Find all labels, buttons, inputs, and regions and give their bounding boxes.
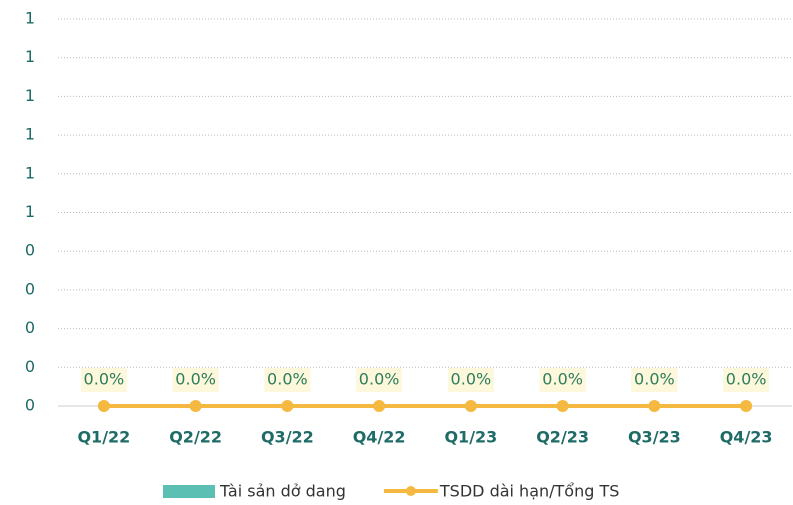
label-bg [631,368,678,392]
y-tick-label: 1 [25,163,35,182]
y-tick-label: 0 [25,279,35,298]
data-label: 0.0% [726,370,767,389]
x-tick-label: Q1/23 [444,428,497,447]
data-label: 0.0% [542,370,583,389]
y-tick-label: 0 [25,396,35,415]
y-tick-label: 1 [25,202,35,221]
data-label: 0.0% [175,370,216,389]
label-bg [447,368,494,392]
data-label: 0.0% [634,370,675,389]
label-bg [356,368,403,392]
line-marker [740,400,753,412]
x-tick-label: Q3/22 [261,428,314,447]
x-tick-label: Q1/22 [77,428,130,447]
x-tick-label: Q3/23 [628,428,681,447]
data-label: 0.0% [359,370,400,389]
data-label: 0.0% [451,370,492,389]
line-marker [281,400,294,412]
data-label: 0.0% [84,370,125,389]
y-tick-label: 1 [25,9,35,28]
line-marker [373,400,386,412]
legend-label: Tài sản dở dang [219,482,346,501]
y-tick-label: 1 [25,86,35,105]
x-tick-label: Q2/22 [169,428,222,447]
x-tick-label: Q4/23 [720,428,773,447]
label-bg [172,368,219,392]
label-bg [264,368,311,392]
y-tick-label: 1 [25,47,35,66]
y-tick-label: 1 [25,125,35,144]
x-tick-label: Q2/23 [536,428,589,447]
data-label: 0.0% [267,370,308,389]
line-marker [648,400,661,412]
line-marker [464,400,477,412]
line-marker [189,400,202,412]
y-tick-label: 0 [25,241,35,260]
label-bg [80,368,127,392]
legend-swatch [163,485,215,498]
x-tick-label: Q4/22 [353,428,406,447]
line-marker [556,400,569,412]
legend-swatch [405,486,416,496]
y-tick-label: 0 [25,357,35,376]
label-bg [539,368,586,392]
y-tick-label: 0 [25,318,35,337]
legend-label: TSDD dài hạn/Tổng TS [439,482,620,501]
line-marker [97,400,110,412]
label-bg [723,368,770,392]
